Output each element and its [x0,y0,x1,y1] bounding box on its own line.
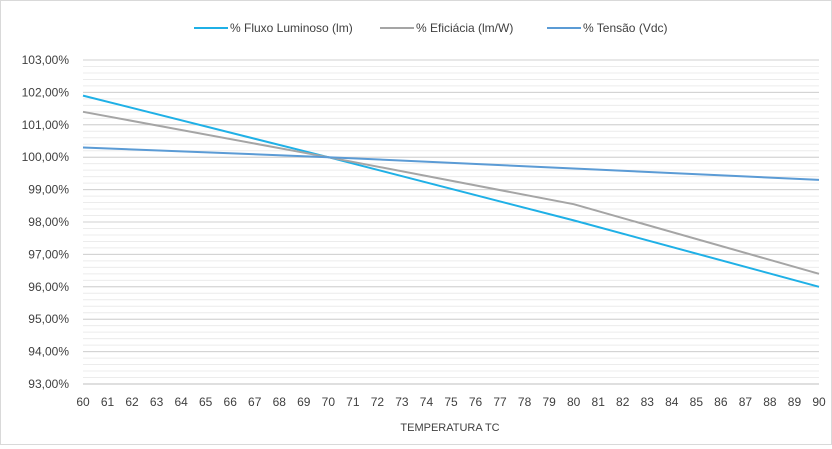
x-tick-label: 60 [76,395,90,409]
x-tick-label: 63 [150,395,164,409]
x-tick-label: 68 [273,395,287,409]
x-tick-label: 88 [763,395,777,409]
y-tick-label: 94,00% [28,345,69,359]
x-tick-label: 89 [788,395,802,409]
x-tick-label: 71 [346,395,360,409]
x-tick-label: 81 [592,395,606,409]
x-tick-label: 87 [739,395,753,409]
x-tick-label: 66 [224,395,238,409]
series-line [82,94,820,288]
y-tick-label: 98,00% [28,215,69,229]
x-tick-label: 69 [297,395,311,409]
series-line [82,146,820,181]
x-tick-label: 80 [567,395,581,409]
x-tick-label: 82 [616,395,630,409]
y-tick-label: 100,00% [22,150,70,164]
y-axis-tick-labels: 93,00% 94,00% 95,00% 96,00% 97,00% 98,00% 99,0… [22,53,70,391]
x-tick-label: 84 [665,395,679,409]
y-tick-label: 93,00% [28,377,69,391]
x-tick-label: 67 [248,395,262,409]
legend: % Fluxo Luminoso (lm) % Eficiácia (lm/W)%… [194,21,668,35]
y-tick-label: 102,00% [22,85,70,99]
x-tick-label: 90 [812,395,826,409]
major-gridlines [83,59,819,385]
x-tick-label: 72 [371,395,385,409]
x-tick-label: 70 [322,395,336,409]
x-tick-label: 74 [420,395,434,409]
x-axis-tick-labels: 60 61 62 63 64 65 66 67 68 69 70 71 72 73 74 75 76 77 78 79… [76,395,826,409]
y-tick-label: 95,00% [28,312,69,326]
x-tick-label: 76 [469,395,483,409]
legend-label: % Fluxo Luminoso (lm) [230,21,353,35]
x-tick-label: 79 [542,395,556,409]
x-tick-label: 62 [125,395,139,409]
x-tick-label: 78 [518,395,532,409]
x-tick-label: 75 [444,395,458,409]
x-axis-title: TEMPERATURA TC [400,422,499,434]
y-tick-label: 97,00% [28,247,69,261]
legend-label: % Eficiácia (lm/W) [416,21,513,35]
x-tick-label: 65 [199,395,213,409]
y-tick-label: 103,00% [22,53,70,67]
series-lines [82,94,820,288]
x-tick-label: 86 [714,395,728,409]
series-line [82,110,820,275]
x-tick-label: 83 [641,395,655,409]
x-tick-label: 61 [101,395,115,409]
legend-label: % Tensão (Vdc) [583,21,668,35]
x-tick-label: 77 [493,395,507,409]
y-tick-label: 99,00% [28,183,69,197]
x-tick-label: 64 [174,395,188,409]
y-tick-label: 101,00% [22,118,70,132]
y-tick-label: 96,00% [28,280,69,294]
x-tick-label: 85 [690,395,704,409]
x-tick-label: 73 [395,395,409,409]
